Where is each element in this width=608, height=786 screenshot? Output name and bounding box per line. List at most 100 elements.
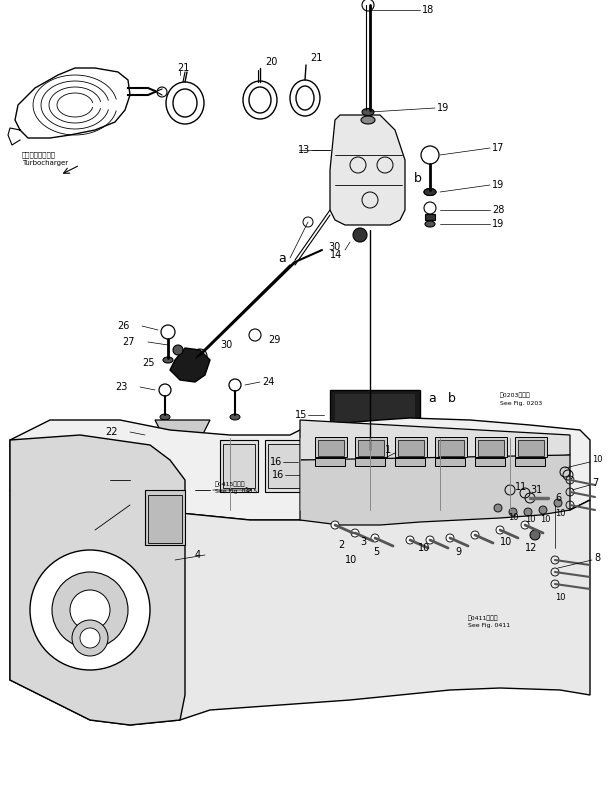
Circle shape xyxy=(371,534,379,542)
Text: 1: 1 xyxy=(385,445,391,455)
Text: 19: 19 xyxy=(492,219,504,229)
Text: 10: 10 xyxy=(508,513,519,523)
Text: 10: 10 xyxy=(500,537,513,547)
Text: 10: 10 xyxy=(540,516,550,524)
Text: 30: 30 xyxy=(220,340,232,350)
Polygon shape xyxy=(10,418,590,520)
Bar xyxy=(268,444,300,488)
Polygon shape xyxy=(330,115,405,225)
Text: 4: 4 xyxy=(195,550,201,560)
Text: 12: 12 xyxy=(525,543,537,553)
Bar xyxy=(475,437,507,457)
Bar xyxy=(312,458,347,502)
Circle shape xyxy=(426,536,434,544)
Bar xyxy=(355,458,385,466)
Bar xyxy=(358,440,384,456)
Circle shape xyxy=(521,521,529,529)
Text: 7: 7 xyxy=(592,478,598,488)
Ellipse shape xyxy=(160,414,170,420)
Text: 15: 15 xyxy=(295,410,308,420)
Bar xyxy=(315,458,345,466)
Text: 13: 13 xyxy=(298,145,310,155)
Bar xyxy=(395,437,427,457)
Text: 16: 16 xyxy=(272,470,285,480)
Ellipse shape xyxy=(362,108,374,116)
Text: a: a xyxy=(428,391,436,405)
Circle shape xyxy=(173,345,183,355)
Text: 5: 5 xyxy=(373,547,379,557)
Text: 20: 20 xyxy=(265,57,277,67)
Bar xyxy=(398,440,424,456)
Text: See Fig. 0411: See Fig. 0411 xyxy=(468,623,510,629)
Text: 第0411図参照: 第0411図参照 xyxy=(468,615,499,621)
Text: 10: 10 xyxy=(592,456,603,465)
Ellipse shape xyxy=(163,357,173,363)
Polygon shape xyxy=(300,420,570,462)
Text: 21: 21 xyxy=(177,63,189,73)
Text: 18: 18 xyxy=(422,5,434,15)
Bar xyxy=(425,214,435,220)
Circle shape xyxy=(446,534,454,542)
Text: 25: 25 xyxy=(142,358,155,368)
Text: ターボチャージャ: ターボチャージャ xyxy=(22,152,56,158)
Polygon shape xyxy=(300,455,570,525)
Text: 10: 10 xyxy=(345,555,358,565)
Bar xyxy=(518,440,544,456)
Ellipse shape xyxy=(230,414,240,420)
Ellipse shape xyxy=(425,221,435,227)
Bar xyxy=(435,437,467,457)
Bar xyxy=(353,458,388,502)
Ellipse shape xyxy=(361,116,375,124)
Text: 27: 27 xyxy=(122,337,135,347)
Polygon shape xyxy=(170,348,210,382)
Polygon shape xyxy=(10,435,185,725)
Bar xyxy=(220,440,258,492)
Text: 19: 19 xyxy=(437,103,449,113)
Circle shape xyxy=(496,526,504,534)
Circle shape xyxy=(539,506,547,514)
Circle shape xyxy=(362,0,374,11)
Circle shape xyxy=(70,590,110,630)
Bar xyxy=(515,437,547,457)
Circle shape xyxy=(406,536,414,544)
Text: b: b xyxy=(448,391,456,405)
Bar xyxy=(515,458,545,466)
Bar xyxy=(305,450,400,518)
Bar xyxy=(355,437,387,457)
Text: 3: 3 xyxy=(360,537,366,547)
Text: 10: 10 xyxy=(418,543,430,553)
Bar xyxy=(478,440,504,456)
Circle shape xyxy=(72,620,108,656)
Bar xyxy=(330,390,420,442)
Text: 6: 6 xyxy=(555,493,561,503)
Text: Turbocharger: Turbocharger xyxy=(22,160,68,166)
Bar xyxy=(475,458,505,466)
Text: 17: 17 xyxy=(492,143,505,153)
Text: 31: 31 xyxy=(530,485,542,495)
Text: 30: 30 xyxy=(328,242,340,252)
Circle shape xyxy=(80,628,100,648)
Bar xyxy=(335,394,415,438)
Text: a: a xyxy=(278,252,286,265)
Circle shape xyxy=(351,529,359,537)
Bar xyxy=(435,458,465,466)
Text: 11: 11 xyxy=(515,482,527,492)
Bar xyxy=(223,444,255,488)
Polygon shape xyxy=(155,420,210,450)
Text: 14: 14 xyxy=(330,250,342,260)
Circle shape xyxy=(331,521,339,529)
Bar xyxy=(265,440,303,492)
Polygon shape xyxy=(10,490,590,725)
Text: 23: 23 xyxy=(116,382,128,392)
Circle shape xyxy=(139,459,147,467)
Text: 2: 2 xyxy=(338,540,344,550)
Text: b: b xyxy=(414,171,422,185)
Text: 28: 28 xyxy=(492,205,505,215)
Text: 9: 9 xyxy=(455,547,461,557)
Text: 16: 16 xyxy=(270,457,282,467)
Bar xyxy=(395,458,425,466)
Circle shape xyxy=(524,508,532,516)
Circle shape xyxy=(494,504,502,512)
Circle shape xyxy=(171,451,179,459)
Bar xyxy=(145,490,185,545)
